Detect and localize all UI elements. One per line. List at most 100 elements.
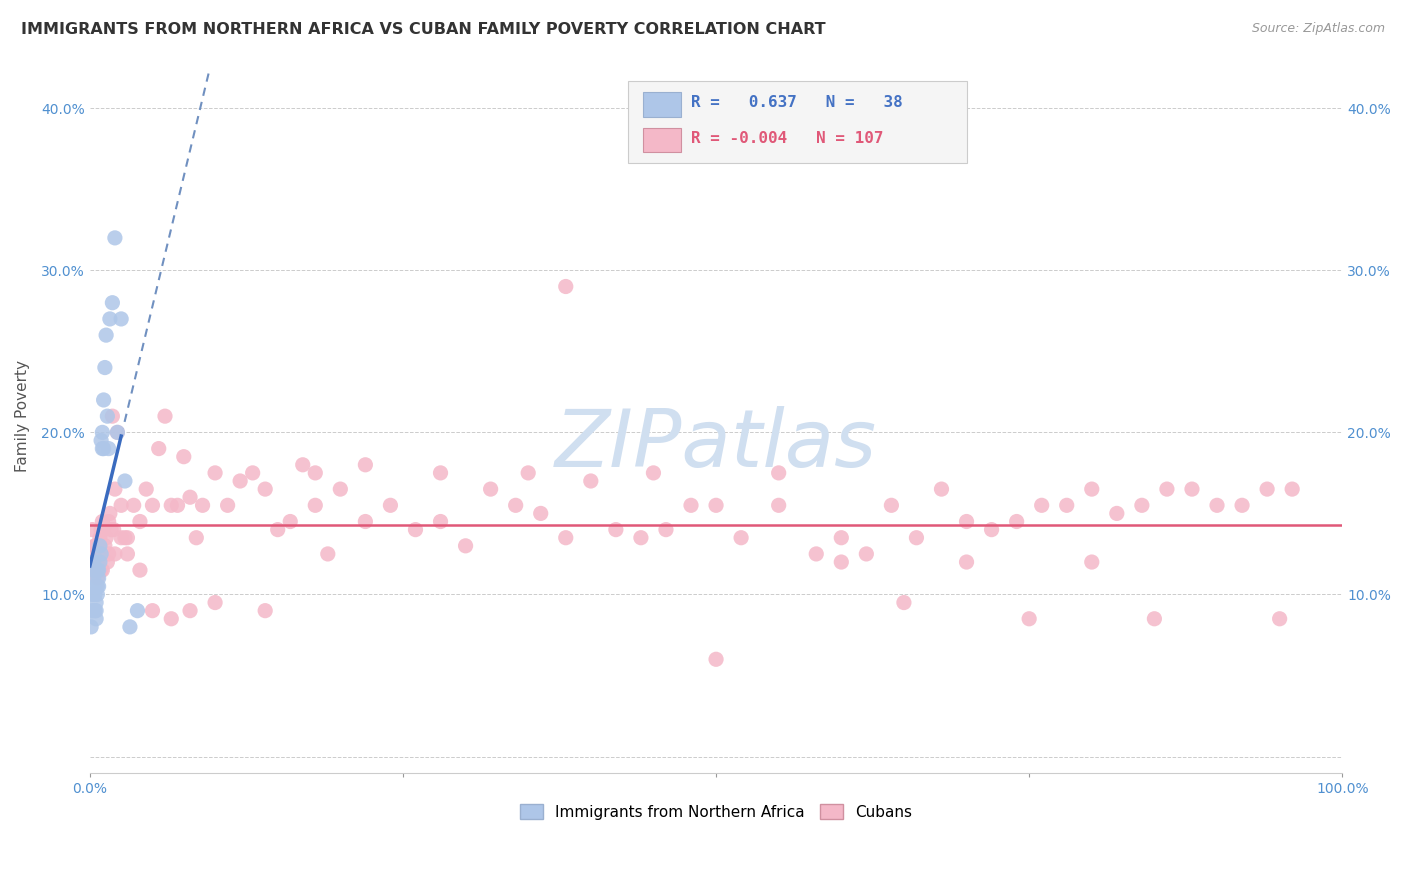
Point xyxy=(730,531,752,545)
Point xyxy=(405,523,427,537)
Point xyxy=(84,604,107,618)
Point xyxy=(630,531,652,545)
Point xyxy=(1256,482,1278,496)
Point xyxy=(429,466,451,480)
Point xyxy=(129,515,152,529)
Point xyxy=(83,604,105,618)
Point xyxy=(173,450,195,464)
Point xyxy=(1143,612,1166,626)
Point xyxy=(84,612,107,626)
Point xyxy=(931,482,953,496)
Point xyxy=(679,498,702,512)
Point xyxy=(554,279,576,293)
Point xyxy=(1156,482,1178,496)
Point xyxy=(89,531,111,545)
Point xyxy=(110,312,132,326)
Point xyxy=(166,498,188,512)
Point xyxy=(153,409,176,424)
Point xyxy=(83,555,105,569)
Point xyxy=(830,531,852,545)
Point xyxy=(84,555,107,569)
Point xyxy=(135,482,157,496)
Point xyxy=(83,579,105,593)
Legend: Immigrants from Northern Africa, Cubans: Immigrants from Northern Africa, Cubans xyxy=(513,797,918,826)
Point xyxy=(980,523,1002,537)
Point xyxy=(1031,498,1053,512)
Point xyxy=(87,563,110,577)
Point xyxy=(94,539,117,553)
Point xyxy=(354,515,377,529)
Text: R = -0.004   N = 107: R = -0.004 N = 107 xyxy=(690,130,883,145)
Point xyxy=(127,604,149,618)
Point xyxy=(354,458,377,472)
Point xyxy=(104,547,127,561)
Point xyxy=(429,515,451,529)
Point xyxy=(1018,612,1040,626)
Point xyxy=(643,466,665,480)
Point xyxy=(83,571,105,585)
Point xyxy=(82,604,104,618)
Point xyxy=(179,490,201,504)
Point xyxy=(191,498,214,512)
Point xyxy=(103,523,125,537)
Point xyxy=(204,466,226,480)
Point xyxy=(80,620,103,634)
Bar xyxy=(644,128,681,153)
Point xyxy=(83,587,105,601)
Point xyxy=(479,482,502,496)
Point xyxy=(704,652,727,666)
Point xyxy=(93,523,115,537)
Point xyxy=(86,587,108,601)
Point xyxy=(86,563,108,577)
Point xyxy=(1081,555,1104,569)
Point xyxy=(148,442,170,456)
Point xyxy=(105,425,128,440)
Point xyxy=(1081,482,1104,496)
Point xyxy=(98,312,121,326)
Point xyxy=(229,474,252,488)
Point xyxy=(89,555,111,569)
Point xyxy=(91,425,114,440)
Point xyxy=(96,409,118,424)
Point xyxy=(86,579,108,593)
Point xyxy=(1130,498,1153,512)
Point xyxy=(160,612,183,626)
Text: Source: ZipAtlas.com: Source: ZipAtlas.com xyxy=(1251,22,1385,36)
Point xyxy=(97,547,120,561)
Point xyxy=(87,547,110,561)
Point xyxy=(141,604,163,618)
Point xyxy=(86,563,108,577)
Point xyxy=(1005,515,1028,529)
Point xyxy=(304,466,326,480)
Point xyxy=(83,539,105,553)
Point xyxy=(91,563,114,577)
Point xyxy=(93,392,115,407)
Point xyxy=(160,498,183,512)
Point xyxy=(89,539,111,553)
Point xyxy=(186,531,208,545)
Point xyxy=(830,555,852,569)
Point xyxy=(1206,498,1229,512)
Point xyxy=(100,523,122,537)
Text: ZIPatlas: ZIPatlas xyxy=(555,406,877,483)
Point xyxy=(114,474,136,488)
Point xyxy=(101,295,124,310)
Point xyxy=(579,474,602,488)
Point xyxy=(110,498,132,512)
Point xyxy=(217,498,239,512)
Point xyxy=(880,498,903,512)
Point xyxy=(329,482,352,496)
Point xyxy=(105,425,128,440)
Point xyxy=(90,434,112,448)
Point xyxy=(94,360,117,375)
Point xyxy=(98,507,121,521)
Point xyxy=(82,523,104,537)
Point xyxy=(90,523,112,537)
Y-axis label: Family Poverty: Family Poverty xyxy=(15,360,30,472)
Point xyxy=(122,498,145,512)
Point xyxy=(530,507,553,521)
Point xyxy=(84,563,107,577)
Point xyxy=(454,539,477,553)
Point xyxy=(94,531,117,545)
Point xyxy=(905,531,928,545)
